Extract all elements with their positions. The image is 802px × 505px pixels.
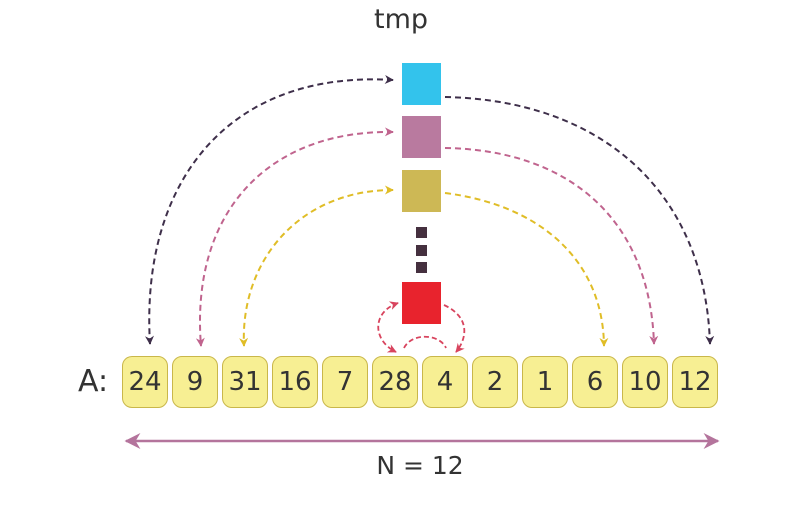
- array-cell: 6: [572, 356, 618, 408]
- array-cell: 24: [122, 356, 168, 408]
- tmp-box-mauve: [402, 116, 441, 158]
- tmp-box-blue: [402, 63, 441, 105]
- arrow-pink-left: [195, 127, 394, 347]
- arrow-gold-left: [239, 185, 394, 347]
- array-cell: 10: [622, 356, 668, 408]
- tmp-box-olive: [402, 170, 441, 212]
- array-label: A:: [78, 364, 109, 399]
- arrow-red-left: [377, 301, 399, 353]
- arrow-navy-left: [145, 75, 394, 345]
- arrow-gold-right: [444, 192, 609, 347]
- n-label: N = 12: [376, 451, 464, 480]
- tmp-label: tmp: [373, 4, 429, 35]
- array-cell: 7: [322, 356, 368, 408]
- array-cell: 31: [222, 356, 268, 408]
- array-cell: 2: [472, 356, 518, 408]
- array-cell: 1: [522, 356, 568, 408]
- arrow-red-cross: [403, 335, 447, 349]
- array-cells: 24 9 31 16 7 28 4 2 1 6 10 12: [122, 356, 722, 410]
- array-cell: 28: [372, 356, 418, 408]
- array-cell: 16: [272, 356, 318, 408]
- array-cell: 12: [672, 356, 718, 408]
- arrow-navy-right: [444, 96, 715, 345]
- array-cell: 9: [172, 356, 218, 408]
- arrow-red-right: [443, 304, 466, 353]
- array-cell: 4: [422, 356, 468, 408]
- arrow-pink-right: [444, 147, 659, 345]
- tmp-box-red: [402, 282, 441, 324]
- ellipsis-dots: [416, 227, 427, 273]
